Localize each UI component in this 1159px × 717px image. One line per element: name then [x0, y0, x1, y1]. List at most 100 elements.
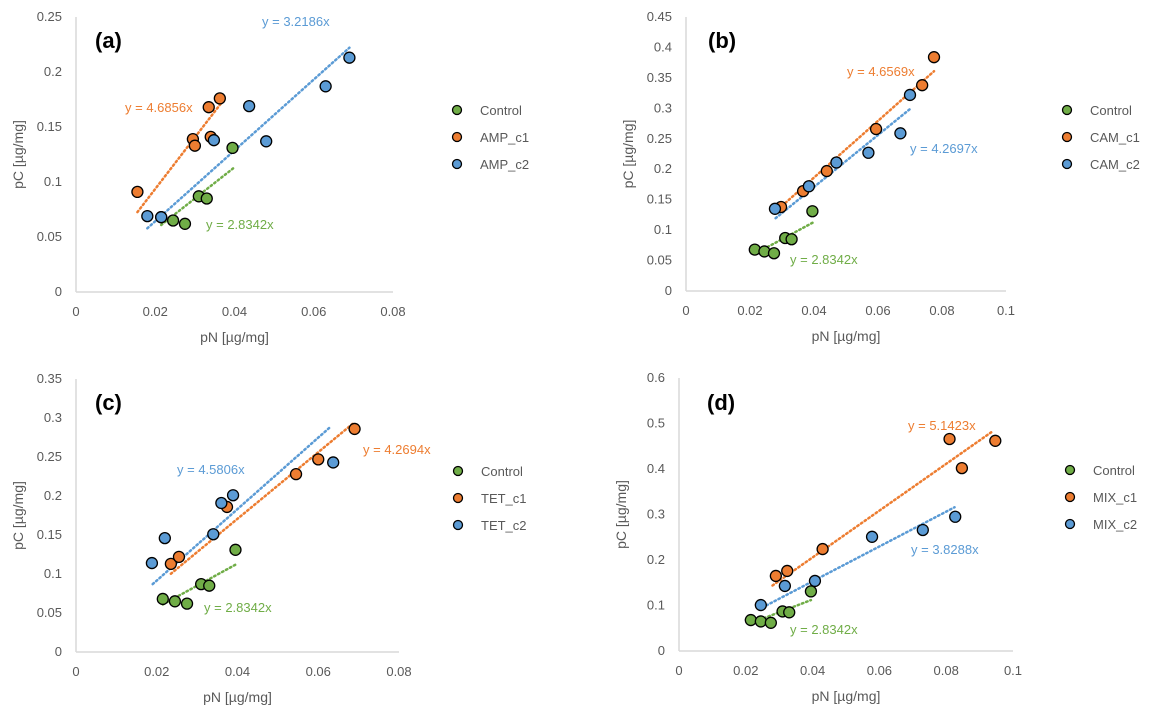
data-point-control	[180, 597, 194, 610]
y-tick-label: 0.35	[647, 70, 672, 85]
data-point-amp_c2	[207, 134, 221, 147]
data-point-control	[200, 192, 213, 205]
data-point-mix_c2	[754, 598, 767, 612]
x-tick-label: 0.1	[997, 303, 1015, 318]
data-point-tet_c1	[172, 550, 186, 563]
x-tick-label: 0.04	[801, 303, 826, 318]
y-tick-label: 0.1	[647, 598, 665, 613]
data-point-control	[744, 613, 757, 627]
y-tick-label: 0.15	[37, 119, 62, 134]
panel-a: 0 0.05 0.1 0.15 0.2 0.25 0 0.02 0.04 0.06 0.08 pN […	[10, 9, 529, 345]
x-tick-label: 0.02	[144, 664, 169, 679]
data-point-mix_c2	[865, 530, 879, 543]
y-axis-title: pC [µg/mg]	[10, 120, 26, 189]
data-point-mix_c2	[949, 510, 962, 523]
legend-marker-amp_c1	[451, 131, 463, 143]
data-point-control	[783, 606, 796, 619]
y-tick-label: 0.2	[654, 161, 672, 176]
legend-label: CAM_c1	[1090, 130, 1140, 145]
legend-label: Control	[481, 464, 523, 479]
data-point-mix_c1	[955, 461, 969, 475]
legend-label: MIX_c1	[1093, 490, 1137, 505]
legend-marker-tet_c1	[452, 492, 464, 504]
legend: Control AMP_c1 AMP_c2	[451, 103, 529, 172]
trend-equation-tet_c2: y = 4.5806x	[177, 462, 245, 477]
data-point-cam_c2	[862, 146, 875, 159]
y-tick-label: 0.2	[44, 64, 62, 79]
data-point-control	[767, 247, 781, 260]
y-tick-label: 0.35	[37, 371, 62, 386]
data-point-control	[754, 615, 767, 628]
y-tick-label: 0.05	[37, 229, 62, 244]
data-point-tet_c1	[348, 422, 361, 436]
y-tick-label: 0.15	[647, 192, 672, 207]
trendline-cam_c2	[774, 107, 912, 220]
data-point-control	[785, 233, 798, 246]
trend-equation-cam_c2: y = 4.2697x	[910, 141, 978, 156]
data-point-control	[168, 595, 182, 608]
legend-label: Control	[1090, 103, 1132, 118]
data-point-cam_c2	[903, 88, 917, 102]
legend-marker-cam_c1	[1061, 131, 1073, 143]
trendline-mix_c2	[761, 506, 956, 609]
legend-marker-control	[1064, 464, 1076, 476]
panel-label: (a)	[95, 28, 122, 53]
x-tick-label: 0.06	[865, 303, 890, 318]
data-point-tet_c1	[312, 453, 325, 466]
data-point-cam_c1	[869, 122, 883, 136]
data-point-mix_c2	[916, 523, 929, 537]
legend: Control MIX_c1 MIX_c2	[1064, 463, 1137, 532]
data-point-mix_c1	[769, 569, 783, 583]
x-tick-label: 0.1	[1004, 663, 1022, 678]
data-point-cam_c2	[894, 127, 907, 140]
y-tick-label: 0.4	[654, 39, 672, 54]
y-tick-label: 0.45	[647, 9, 672, 24]
legend-label: Control	[480, 103, 522, 118]
trend-equation-amp_c2: y = 3.2186x	[262, 14, 330, 29]
data-point-control	[203, 579, 216, 592]
legend-marker-amp_c2	[451, 158, 463, 170]
y-tick-label: 0.25	[37, 449, 62, 464]
legend: Control TET_c1 TET_c2	[452, 464, 527, 533]
x-tick-label: 0.06	[306, 664, 331, 679]
data-point-tet_c2	[327, 456, 340, 469]
y-tick-label: 0.3	[654, 100, 672, 115]
data-point-amp_c2	[260, 135, 273, 148]
data-point-amp_c1	[131, 185, 144, 199]
y-tick-label: 0.1	[44, 174, 62, 189]
data-point-amp_c2	[319, 80, 332, 93]
legend: Control CAM_c1 CAM_c2	[1061, 103, 1140, 172]
x-tick-label: 0.02	[737, 303, 762, 318]
y-tick-label: 0	[658, 643, 665, 658]
y-axis-title: pC [µg/mg]	[620, 120, 636, 189]
data-point-mix_c2	[808, 574, 822, 588]
trendline-mix_c1	[771, 430, 993, 587]
data-point-cam_c2	[768, 202, 782, 215]
y-axis-title: pC [µg/mg]	[613, 480, 629, 549]
trendline-amp_c2	[146, 46, 351, 230]
legend-marker-mix_c2	[1064, 518, 1076, 530]
legend-label: MIX_c2	[1093, 517, 1137, 532]
y-tick-label: 0.1	[654, 222, 672, 237]
panel-label: (d)	[707, 390, 735, 415]
legend-marker-control	[1061, 104, 1073, 116]
data-point-mix_c1	[943, 432, 956, 446]
trend-equation-mix_c2: y = 3.8288x	[911, 542, 979, 557]
data-point-control	[229, 543, 242, 556]
y-tick-label: 0.1	[44, 566, 62, 581]
x-tick-label: 0	[72, 664, 79, 679]
legend-label: TET_c2	[481, 518, 527, 533]
data-point-tet_c2	[215, 496, 228, 510]
data-point-tet_c1	[289, 468, 303, 481]
data-point-cam_c2	[802, 180, 816, 193]
data-point-tet_c2	[226, 489, 240, 502]
x-tick-label: 0.04	[225, 664, 250, 679]
trendline-amp_c1	[136, 102, 222, 214]
data-point-control	[804, 585, 818, 598]
y-tick-label: 0.6	[647, 370, 665, 385]
y-tick-label: 0.05	[647, 253, 672, 268]
x-tick-label: 0.08	[934, 663, 959, 678]
data-point-control	[178, 217, 192, 230]
x-tick-label: 0.02	[143, 304, 168, 319]
x-axis-title: pN [µg/mg]	[200, 329, 269, 345]
